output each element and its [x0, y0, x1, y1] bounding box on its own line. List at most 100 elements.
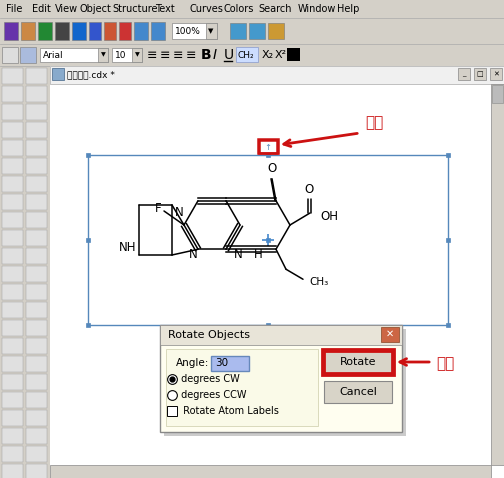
Bar [2, 284, 23, 300]
Bar [2, 338, 23, 354]
Text: Rotate: Rotate [340, 357, 376, 367]
Bar [52, 68, 64, 80]
Text: ✕: ✕ [386, 329, 394, 339]
Text: Arial: Arial [43, 51, 64, 59]
Text: N: N [188, 248, 198, 261]
Bar [2, 176, 23, 192]
Bar [112, 48, 142, 62]
Bar [26, 428, 47, 444]
Bar [160, 325, 402, 432]
Bar [2, 320, 23, 336]
Bar [4, 22, 18, 40]
Bar [2, 158, 23, 174]
Bar [491, 84, 504, 465]
Text: X₂: X₂ [262, 50, 274, 60]
Bar [2, 410, 23, 426]
Text: Colors: Colors [224, 4, 255, 14]
Text: Structure: Structure [112, 4, 157, 14]
Bar [322, 349, 394, 375]
Bar [2, 392, 23, 408]
Bar [26, 446, 47, 462]
Bar [230, 23, 246, 39]
Text: X²: X² [275, 50, 287, 60]
Bar [211, 356, 249, 371]
Bar [2, 122, 23, 138]
Bar [26, 86, 47, 102]
Bar [2, 230, 23, 246]
Bar [26, 266, 47, 282]
Text: Curves: Curves [190, 4, 224, 14]
Text: ▼: ▼ [101, 53, 105, 57]
Bar [2, 86, 23, 102]
Text: B: B [201, 48, 212, 62]
Bar [2, 464, 23, 478]
Bar [381, 327, 399, 342]
Text: I: I [213, 48, 217, 62]
Text: degrees CCW: degrees CCW [178, 390, 246, 400]
Bar [490, 68, 502, 80]
Bar [458, 68, 470, 80]
Text: 法一: 法一 [365, 115, 383, 130]
Text: 10: 10 [115, 51, 127, 59]
Bar [26, 284, 47, 300]
Text: View: View [55, 4, 78, 14]
Text: CH₃: CH₃ [309, 277, 328, 287]
Bar [26, 104, 47, 120]
Bar [249, 23, 265, 39]
Text: _: _ [462, 71, 466, 77]
Text: Search: Search [258, 4, 291, 14]
Bar [98, 48, 108, 62]
Bar [50, 66, 504, 478]
Text: F: F [154, 203, 161, 216]
Bar [26, 302, 47, 318]
Bar [0, 18, 504, 44]
Text: Rotate Objects: Rotate Objects [168, 330, 250, 340]
Text: File: File [6, 4, 22, 14]
Bar [26, 320, 47, 336]
Bar [50, 465, 491, 478]
Bar [172, 23, 217, 39]
Bar [164, 329, 406, 436]
Bar [38, 22, 52, 40]
Bar [20, 47, 36, 63]
Bar [26, 212, 47, 228]
Bar [21, 22, 35, 40]
Bar [26, 176, 47, 192]
Bar [151, 22, 165, 40]
Bar [2, 194, 23, 210]
Text: O: O [304, 183, 313, 196]
Bar [26, 230, 47, 246]
Bar [2, 302, 23, 318]
Bar [40, 48, 108, 62]
Text: Angle:: Angle: [176, 358, 209, 368]
Bar [26, 140, 47, 156]
Bar [236, 47, 258, 62]
Text: 酒瓶沙星.cdx *: 酒瓶沙星.cdx * [67, 70, 115, 79]
Text: ≡: ≡ [147, 48, 157, 62]
Bar [2, 428, 23, 444]
Text: Cancel: Cancel [339, 387, 377, 397]
Bar [474, 68, 486, 80]
Bar [287, 48, 300, 61]
Bar [26, 464, 47, 478]
Text: 30: 30 [215, 358, 228, 368]
Bar [26, 194, 47, 210]
Bar [134, 22, 148, 40]
Bar [26, 68, 47, 84]
Bar [2, 104, 23, 120]
Text: ✕: ✕ [493, 71, 499, 77]
Bar [2, 68, 23, 84]
Text: ▼: ▼ [135, 53, 140, 57]
Bar [324, 351, 392, 373]
Bar [26, 392, 47, 408]
Bar [104, 22, 116, 40]
Text: N: N [234, 248, 242, 261]
Bar [26, 410, 47, 426]
Bar [2, 266, 23, 282]
Text: U: U [224, 48, 234, 62]
Bar [259, 140, 277, 153]
Text: Window: Window [298, 4, 336, 14]
Text: 100%: 100% [175, 26, 201, 35]
Text: 法二: 法二 [436, 357, 454, 371]
Bar [2, 248, 23, 264]
